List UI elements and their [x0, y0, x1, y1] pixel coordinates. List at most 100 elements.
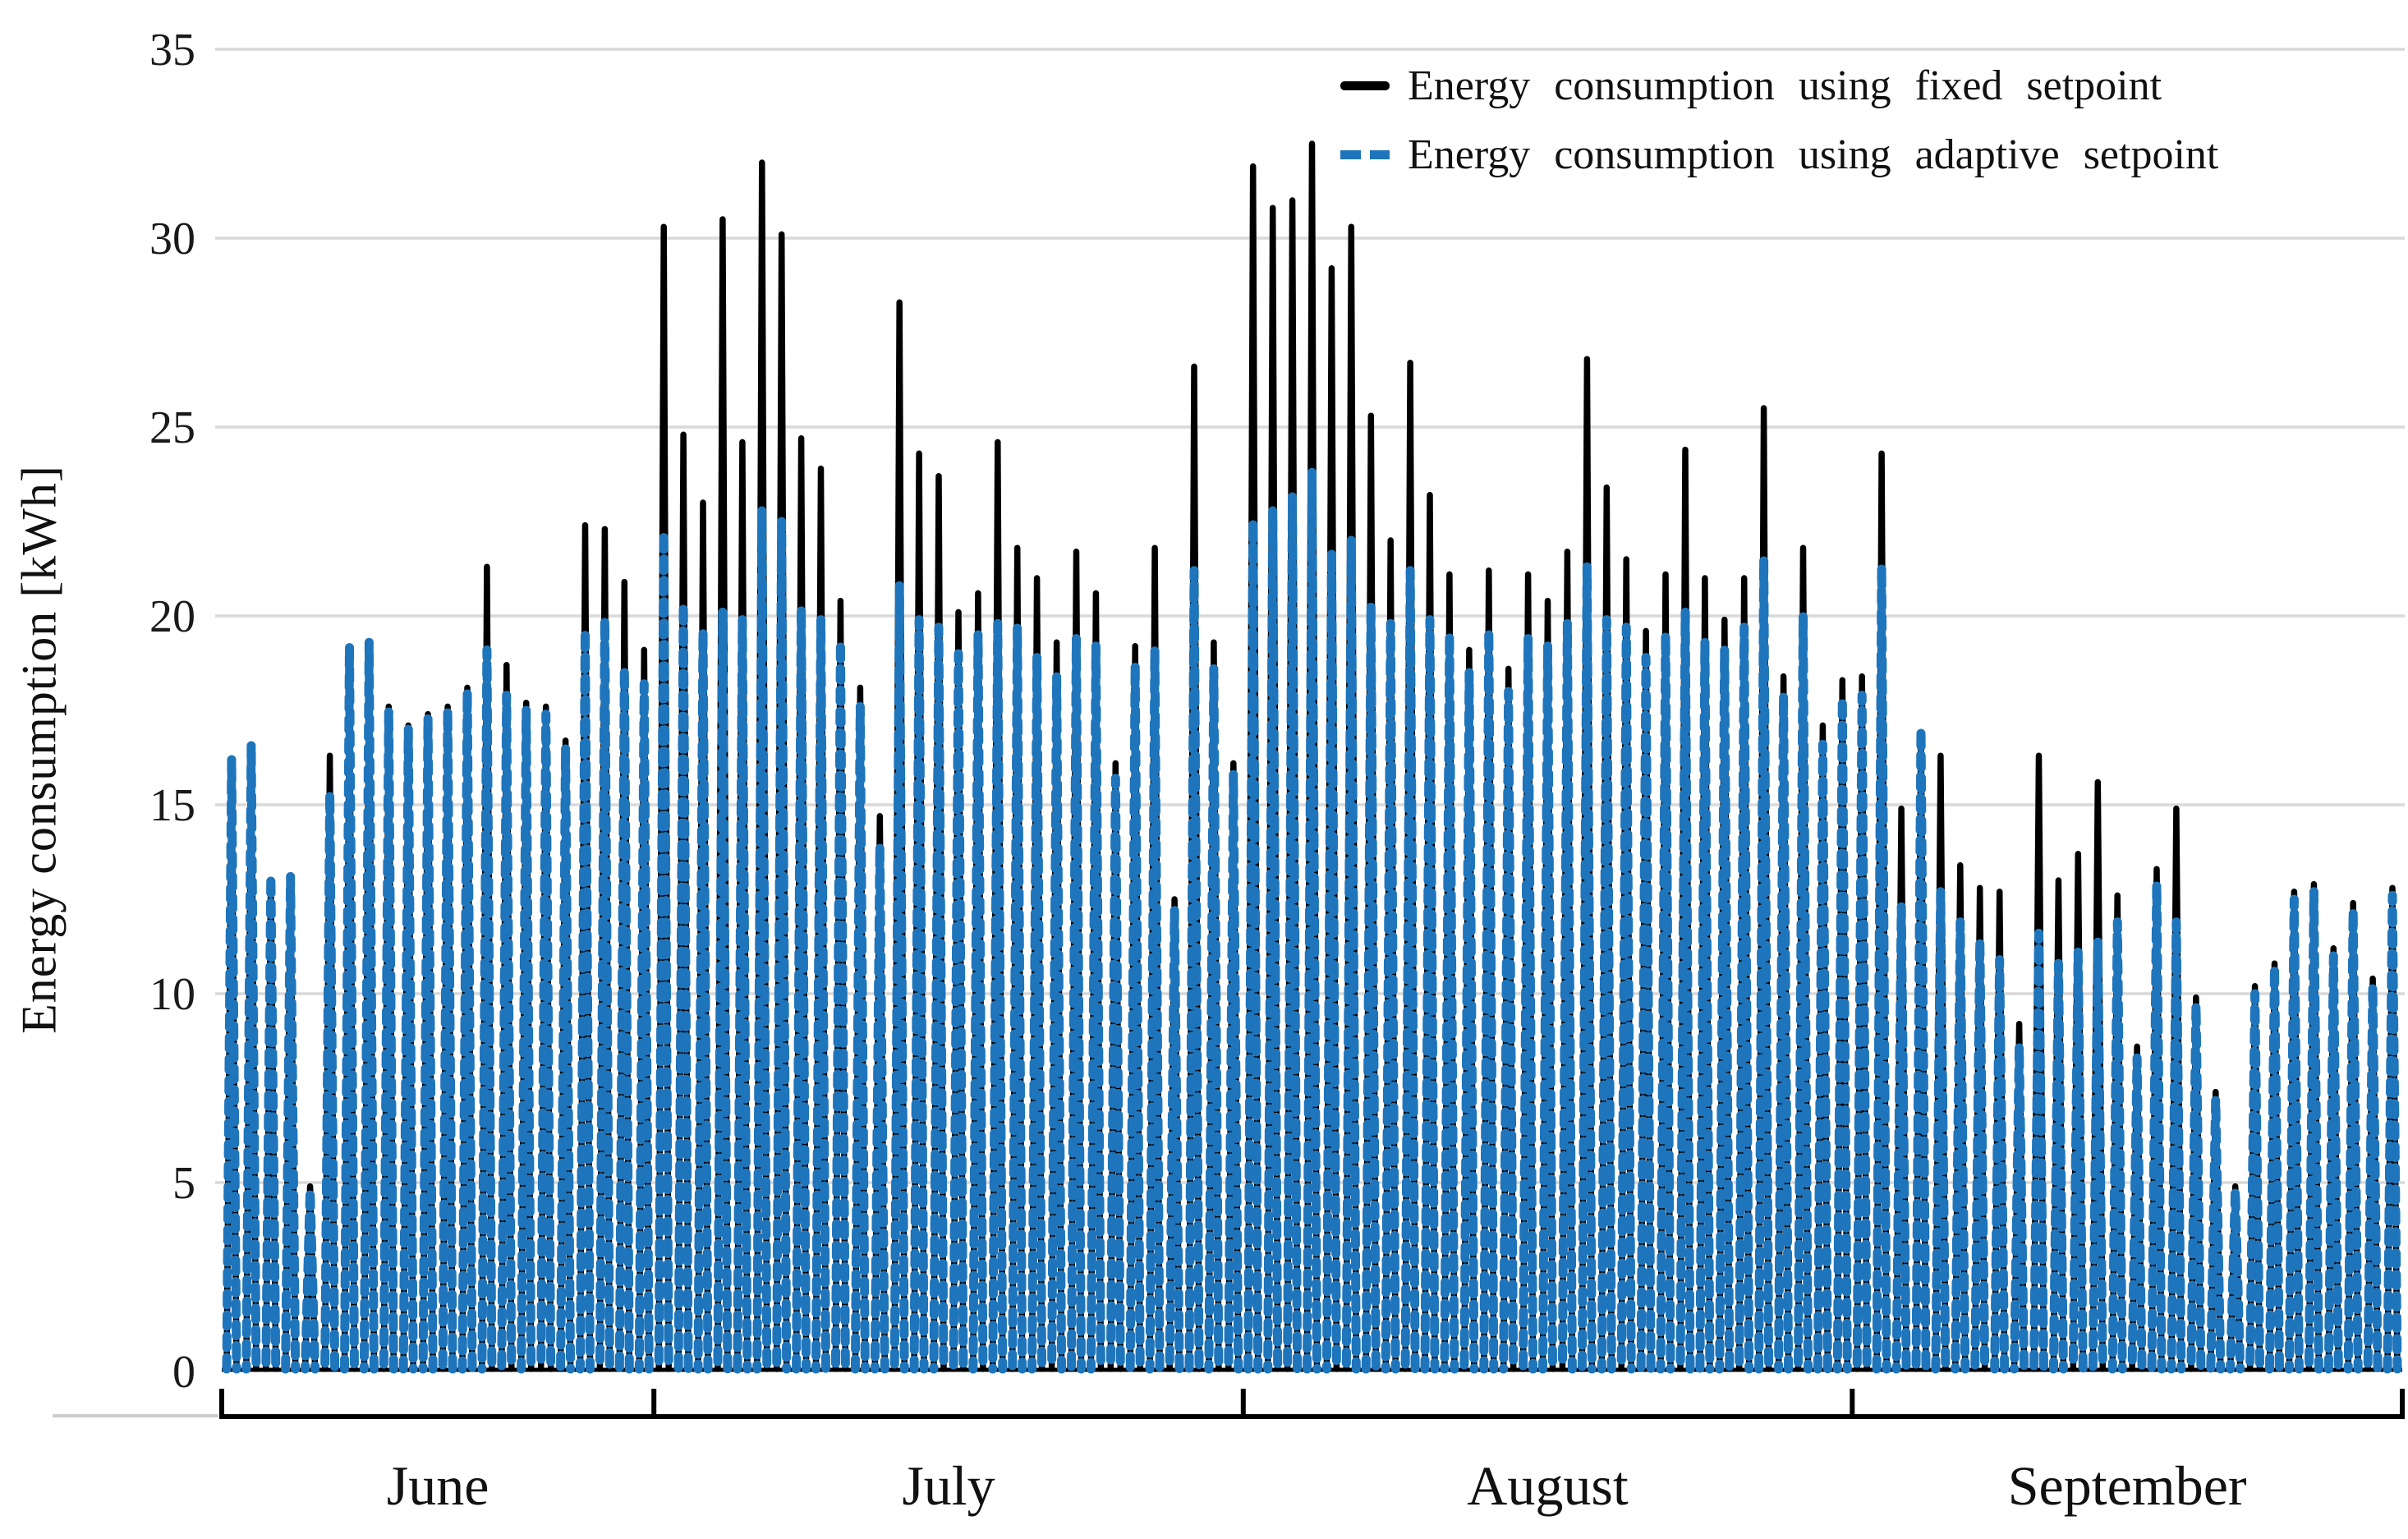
adaptive-day-spike — [2206, 1095, 2226, 1374]
adaptive-day-spike — [1381, 618, 1400, 1374]
adaptive-day-spike — [2127, 1053, 2147, 1374]
adaptive-day-spike — [968, 630, 988, 1374]
adaptive-day-spike — [1577, 562, 1597, 1374]
adaptive-day-spike — [988, 618, 1008, 1374]
adaptive-day-spike — [1735, 622, 1754, 1374]
adaptive-day-spike — [517, 705, 536, 1374]
y-axis-title: Energy consumption [kWh] — [11, 465, 67, 1034]
adaptive-day-spike — [1832, 694, 1852, 1374]
adaptive-day-spike — [1303, 467, 1321, 1374]
adaptive-day-spike — [477, 645, 497, 1374]
y-tick-label-20: 20 — [149, 591, 195, 642]
y-tick-label-0: 0 — [172, 1347, 195, 1398]
adaptive-day-spike — [2245, 989, 2265, 1374]
adaptive-day-spike — [654, 528, 673, 1374]
y-tick-label-35: 35 — [149, 25, 195, 76]
legend-label-adaptive: Energy consumption using adaptive setpoi… — [1408, 131, 2219, 178]
adaptive-day-spike — [261, 871, 281, 1374]
adaptive-setpoint-line-swatch-icon — [1340, 149, 1390, 159]
adaptive-day-spike — [1813, 739, 1832, 1374]
adaptive-day-spike — [418, 713, 438, 1374]
adaptive-day-spike — [1911, 724, 1931, 1374]
adaptive-day-spike — [536, 710, 556, 1374]
adaptive-day-spike — [693, 626, 713, 1374]
adaptive-day-spike — [1145, 645, 1165, 1374]
adaptive-day-spike — [1872, 562, 1891, 1374]
adaptive-day-spike — [949, 649, 968, 1374]
y-axis-tick-labels: 0 5 10 15 20 25 30 35 — [149, 25, 195, 1398]
month-label-july: July — [902, 1454, 995, 1517]
adaptive-day-spike — [1086, 641, 1105, 1374]
adaptive-day-spike — [1852, 691, 1872, 1374]
adaptive-day-spike — [1616, 622, 1636, 1374]
legend-label-fixed: Energy consumption using fixed setpoint — [1408, 62, 2162, 109]
adaptive-day-spike — [281, 871, 301, 1374]
adaptive-day-spike — [1754, 554, 1774, 1374]
adaptive-day-spike — [1263, 505, 1283, 1374]
adaptive-day-spike — [1341, 535, 1361, 1374]
adaptive-day-spike — [222, 755, 241, 1374]
adaptive-day-spike — [889, 581, 909, 1374]
adaptive-day-spike — [870, 842, 889, 1374]
y-tick-label-10: 10 — [149, 969, 195, 1020]
adaptive-day-spike — [1459, 668, 1479, 1374]
adaptive-day-spike — [1519, 634, 1538, 1374]
adaptive-day-spike — [909, 615, 929, 1374]
adaptive-day-spike — [576, 626, 595, 1374]
legend: Energy consumption using fixed setpoint … — [1340, 51, 2218, 189]
adaptive-day-spike — [1125, 660, 1145, 1374]
month-label-august: August — [1467, 1454, 1629, 1517]
adaptive-day-spike — [1951, 917, 1970, 1374]
adaptive-day-spike — [1499, 687, 1519, 1374]
adaptive-day-spike — [340, 641, 359, 1374]
adaptive-day-spike — [811, 615, 830, 1374]
adaptive-day-spike — [614, 664, 634, 1374]
series-adaptive-setpoint — [222, 467, 2402, 1374]
month-bracket — [219, 1389, 2405, 1419]
adaptive-day-spike — [1321, 547, 1341, 1374]
adaptive-day-spike — [1675, 607, 1695, 1374]
adaptive-day-spike — [1636, 653, 1656, 1374]
adaptive-day-spike — [733, 615, 752, 1374]
adaptive-day-spike — [2107, 917, 2127, 1374]
x-axis-month-labels: June July August September — [387, 1454, 2247, 1517]
adaptive-day-spike — [673, 600, 693, 1374]
adaptive-day-spike — [1440, 630, 1459, 1374]
adaptive-day-spike — [2068, 947, 2088, 1374]
adaptive-day-spike — [2304, 887, 2323, 1374]
adaptive-day-spike — [1656, 630, 1675, 1374]
adaptive-day-spike — [556, 743, 576, 1374]
adaptive-day-spike — [1538, 641, 1557, 1374]
adaptive-day-spike — [438, 705, 457, 1374]
adaptive-day-spike — [1715, 645, 1735, 1374]
adaptive-day-spike — [1224, 770, 1243, 1374]
adaptive-day-spike — [1990, 955, 2010, 1374]
adaptive-day-spike — [1597, 615, 1616, 1374]
adaptive-day-spike — [2265, 962, 2284, 1374]
legend-item-adaptive: Energy consumption using adaptive setpoi… — [1340, 120, 2218, 189]
adaptive-day-spike — [1970, 936, 1990, 1374]
adaptive-day-spike — [2048, 958, 2068, 1374]
adaptive-day-spike — [1243, 517, 1263, 1374]
adaptive-day-spike — [634, 679, 654, 1374]
adaptive-day-spike — [398, 724, 418, 1374]
adaptive-day-spike — [713, 607, 733, 1374]
adaptive-day-spike — [2029, 928, 2048, 1374]
adaptive-day-spike — [457, 687, 477, 1374]
adaptive-day-spike — [1695, 637, 1715, 1374]
adaptive-day-spike — [1420, 615, 1440, 1374]
adaptive-day-spike — [1479, 626, 1499, 1374]
y-tick-label-30: 30 — [149, 214, 195, 264]
adaptive-day-spike — [2167, 917, 2186, 1374]
adaptive-day-spike — [752, 505, 772, 1374]
month-label-june: June — [387, 1454, 489, 1517]
adaptive-day-spike — [1361, 600, 1381, 1374]
adaptive-day-spike — [595, 615, 614, 1374]
adaptive-day-spike — [2363, 981, 2383, 1374]
adaptive-day-spike — [1008, 622, 1027, 1374]
y-tick-label-25: 25 — [149, 402, 195, 453]
adaptive-day-spike — [1931, 887, 1951, 1374]
y-tick-label-5: 5 — [172, 1158, 195, 1209]
